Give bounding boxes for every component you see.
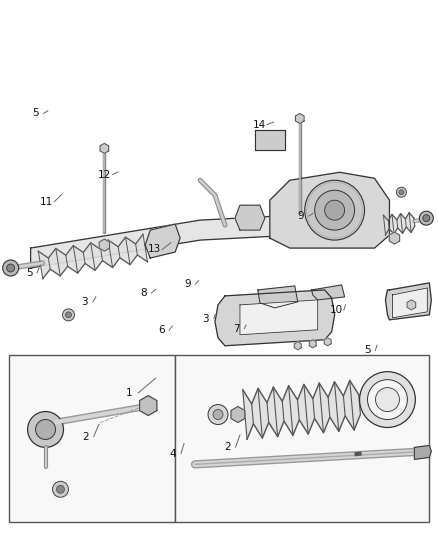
Polygon shape	[312, 285, 345, 300]
Bar	[9, 355, 175, 522]
Polygon shape	[407, 300, 416, 310]
Polygon shape	[145, 224, 180, 258]
Polygon shape	[309, 340, 316, 348]
Circle shape	[3, 260, 19, 276]
Circle shape	[35, 419, 56, 439]
Text: 4: 4	[170, 449, 177, 458]
Text: 3: 3	[203, 313, 209, 324]
Polygon shape	[243, 381, 360, 439]
Circle shape	[213, 409, 223, 419]
Circle shape	[28, 411, 64, 447]
Bar	[175, 355, 429, 522]
Circle shape	[360, 372, 415, 427]
Text: 10: 10	[329, 305, 343, 315]
Polygon shape	[385, 283, 431, 320]
Polygon shape	[392, 288, 427, 318]
Polygon shape	[235, 205, 265, 230]
Circle shape	[367, 379, 407, 419]
Circle shape	[57, 486, 64, 493]
Circle shape	[375, 387, 399, 411]
Text: 1: 1	[126, 388, 133, 398]
Polygon shape	[294, 342, 301, 350]
Text: 11: 11	[40, 197, 53, 207]
Polygon shape	[414, 446, 431, 459]
Text: 13: 13	[148, 245, 161, 254]
Polygon shape	[255, 131, 285, 150]
Polygon shape	[384, 213, 415, 235]
Polygon shape	[39, 235, 148, 279]
Text: 12: 12	[98, 169, 111, 180]
Polygon shape	[231, 407, 245, 423]
Text: 3: 3	[81, 297, 88, 307]
Text: 6: 6	[158, 325, 165, 335]
Polygon shape	[389, 232, 399, 244]
Text: 8: 8	[140, 288, 147, 298]
Polygon shape	[258, 286, 298, 308]
Polygon shape	[295, 114, 304, 124]
Circle shape	[305, 180, 364, 240]
Circle shape	[63, 309, 74, 321]
Text: 2: 2	[224, 442, 231, 452]
Text: 9: 9	[184, 279, 191, 289]
Text: 7: 7	[233, 324, 240, 334]
Polygon shape	[99, 239, 110, 251]
Circle shape	[396, 187, 406, 197]
Text: 5: 5	[26, 268, 32, 278]
Circle shape	[399, 190, 404, 195]
Circle shape	[66, 312, 71, 318]
Circle shape	[423, 215, 430, 222]
Circle shape	[314, 190, 355, 230]
Polygon shape	[215, 290, 335, 346]
Polygon shape	[240, 300, 318, 335]
Polygon shape	[270, 172, 389, 248]
Text: 14: 14	[253, 119, 266, 130]
Circle shape	[208, 405, 228, 424]
Polygon shape	[324, 338, 331, 346]
Circle shape	[325, 200, 345, 220]
Circle shape	[53, 481, 68, 497]
Circle shape	[419, 211, 433, 225]
Polygon shape	[31, 215, 379, 268]
Polygon shape	[140, 395, 157, 416]
Text: 9: 9	[298, 211, 304, 221]
Circle shape	[7, 264, 14, 272]
Polygon shape	[100, 143, 109, 154]
Text: 5: 5	[364, 345, 371, 356]
Text: 5: 5	[32, 109, 39, 118]
Text: 2: 2	[82, 432, 89, 441]
